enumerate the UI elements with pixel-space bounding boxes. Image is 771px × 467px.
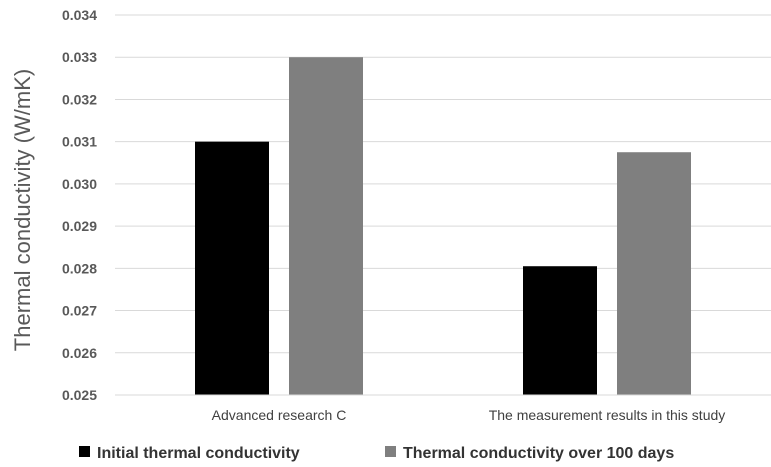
- y-tick-label: 0.030: [62, 176, 97, 192]
- y-tick-label: 0.031: [62, 134, 97, 150]
- bars: [195, 57, 691, 395]
- y-tick-label: 0.026: [62, 345, 97, 361]
- y-tick-label: 0.027: [62, 303, 97, 319]
- y-tick-label: 0.029: [62, 218, 97, 234]
- y-tick-label: 0.028: [62, 260, 97, 276]
- y-tick-label: 0.025: [62, 387, 97, 403]
- legend-label: Initial thermal conductivity: [97, 445, 300, 462]
- y-tick-label: 0.034: [62, 7, 97, 23]
- legend-swatch: [385, 446, 396, 457]
- legend-swatch: [79, 446, 90, 457]
- x-tick-label: Advanced research C: [212, 407, 347, 423]
- bar-initial-2: [523, 266, 597, 395]
- y-axis-tick-labels: 0.025 0.026 0.027 0.028 0.029 0.030 0.031 0.032…: [62, 7, 97, 403]
- legend-label: Thermal conductivity over 100 days: [403, 445, 674, 462]
- x-tick-label: The measurement results in this study: [489, 407, 726, 423]
- legend: Initial thermal conductivity Thermal cond…: [79, 445, 674, 462]
- x-axis-category-labels: Advanced research C The measurement resul…: [212, 407, 726, 423]
- y-tick-label: 0.033: [62, 49, 97, 65]
- bar-over-100-days-1: [289, 57, 363, 395]
- y-axis-title: Thermal conductivity (W/mK): [10, 69, 35, 351]
- bar-initial-1: [195, 141, 269, 395]
- y-tick-label: 0.032: [62, 91, 97, 107]
- bar-over-100-days-2: [617, 152, 691, 395]
